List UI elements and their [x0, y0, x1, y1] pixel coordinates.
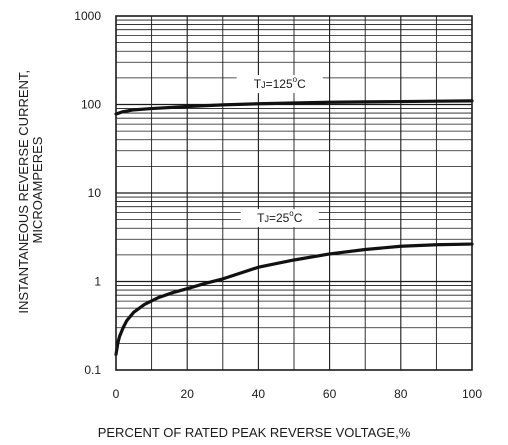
y-tick-label: 100	[81, 98, 101, 112]
y-tick-label: 10	[88, 186, 102, 200]
y-axis-title-line-2: MICROAMPERES	[30, 136, 45, 243]
curve-label-1: TJ=25oC	[257, 209, 303, 225]
label-temp: =125	[266, 77, 293, 91]
curve-label-box-1	[240, 209, 319, 228]
label-sub-j: J	[264, 214, 269, 224]
x-tick-label: 40	[252, 387, 266, 401]
label-sub-j: J	[261, 80, 266, 90]
x-tick-labels: 0 20 40 60 80 100	[113, 387, 483, 401]
label-temp: =25	[269, 211, 290, 225]
label-degree: o	[289, 209, 294, 218]
curve-label-box-0	[236, 75, 323, 94]
curve-label-0: TJ=125oC	[254, 75, 306, 91]
curves	[114, 99, 474, 357]
x-tick-label: 0	[113, 387, 120, 401]
y-tick-label: 0.1	[84, 363, 101, 377]
label-degree: o	[293, 75, 298, 84]
label-unit: C	[297, 77, 306, 91]
y-tick-label: 1000	[74, 9, 101, 23]
x-tick-label: 20	[181, 387, 195, 401]
x-axis-title: PERCENT OF RATED PEAK REVERSE VOLTAGE,%	[98, 425, 411, 440]
y-tick-labels: 0.1 1 10 100 1000	[74, 9, 101, 377]
y-axis-title: INSTANTANEOUS REVERSE CURRENT, MICROAMPE…	[16, 66, 45, 313]
y-axis-title-line-1: INSTANTANEOUS REVERSE CURRENT,	[16, 70, 31, 314]
plot-frame	[115, 15, 473, 371]
label-t: T	[254, 77, 262, 91]
x-tick-label: 80	[394, 387, 408, 401]
y-tick-label: 1	[94, 275, 101, 289]
label-t: T	[257, 211, 265, 225]
label-unit: C	[294, 211, 303, 225]
x-tick-label: 100	[462, 387, 482, 401]
x-tick-label: 60	[323, 387, 337, 401]
grid-lines	[116, 16, 472, 370]
series-curve-0	[114, 99, 474, 116]
series-curve-1	[114, 242, 474, 357]
